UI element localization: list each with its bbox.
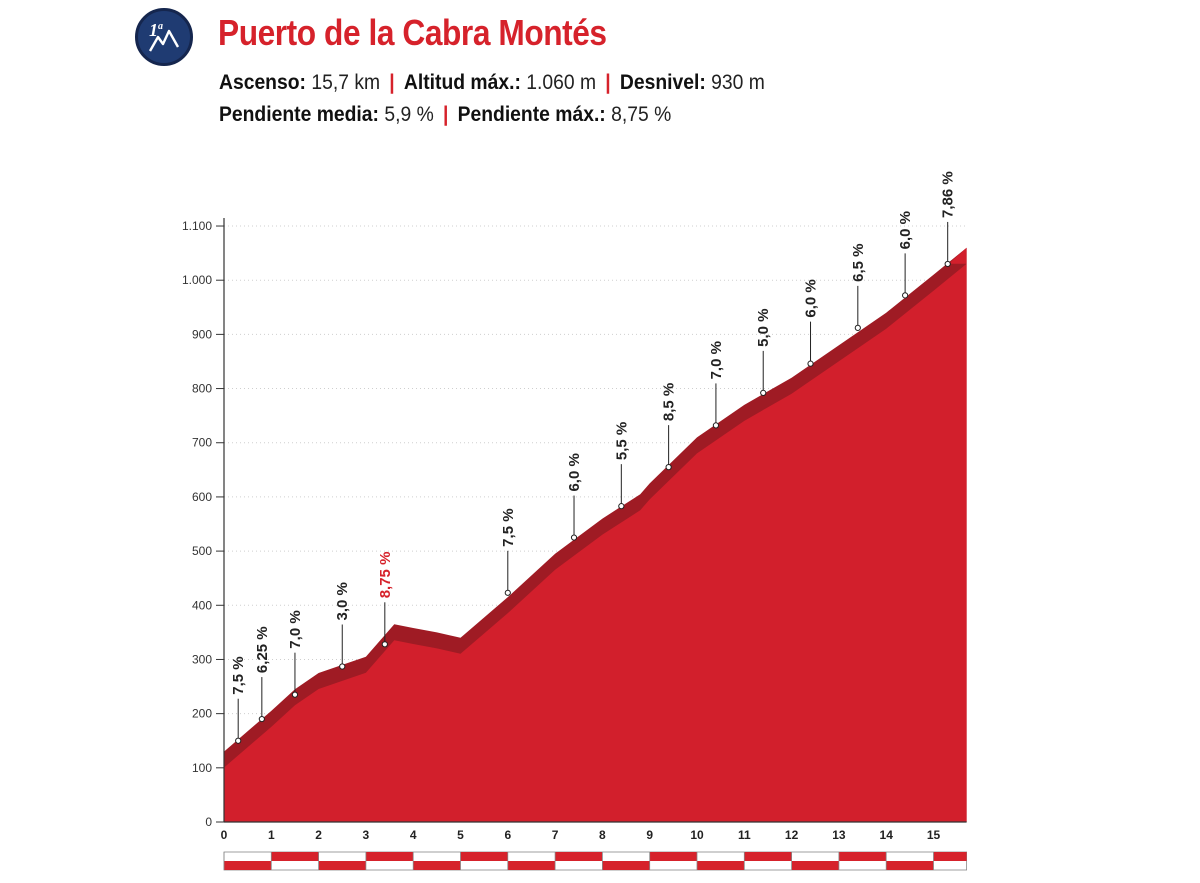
km-strip-segment	[507, 861, 556, 870]
gradient-label: 8,5 %	[661, 383, 678, 421]
stats-line-2: Pendiente media: 5,9 % | Pendiente máx.: 8…	[219, 103, 671, 127]
stat-value-max-gradient: 8,75 %	[611, 103, 672, 126]
x-tick-label: 6	[504, 828, 511, 842]
km-strip-segment	[365, 852, 414, 861]
km-strip-segment	[838, 852, 887, 861]
category-badge-text: 1a	[149, 20, 163, 40]
stats-line-1: Ascenso: 15,7 km | Altitud máx.: 1.060 m | D…	[219, 71, 765, 95]
km-strip-segment	[224, 861, 272, 870]
stat-label-ascent: Ascenso:	[219, 71, 306, 94]
y-tick-label: 100	[192, 761, 212, 775]
gradient-label: 5,5 %	[613, 422, 630, 460]
x-tick-label: 15	[927, 828, 941, 842]
y-tick-label: 200	[192, 707, 212, 721]
km-strip-segment	[933, 852, 967, 861]
km-strip-segment	[791, 861, 839, 870]
gradient-label: 6,5 %	[850, 244, 867, 282]
y-tick-label: 0	[205, 815, 212, 829]
stat-value-elevation-gain: 930 m	[711, 71, 765, 94]
km-strip-segment	[318, 861, 366, 870]
gradient-marker	[854, 324, 861, 331]
km-strip-segment	[271, 852, 319, 861]
stat-value-ascent: 15,7 km	[311, 71, 381, 94]
stat-separator: |	[605, 71, 611, 94]
stat-separator: |	[442, 103, 449, 126]
x-tick-label: 13	[832, 828, 846, 842]
gradient-marker	[712, 422, 720, 429]
gradient-marker	[902, 292, 909, 299]
stat-label-max-altitude: Altitud máx.:	[403, 71, 521, 94]
km-strip-segment	[555, 852, 603, 861]
x-tick-label: 14	[880, 828, 894, 842]
gradient-marker	[944, 260, 951, 268]
category-badge: 1a	[135, 8, 193, 66]
x-tick-label: 5	[457, 828, 464, 842]
x-tick-label: 0	[221, 828, 228, 842]
profile-header: 1a Puerto de la Cabra Montés Ascenso: 15…	[0, 0, 1200, 140]
x-tick-label: 7	[552, 828, 559, 842]
x-tick-label: 11	[738, 828, 751, 842]
gradient-label: 6,0 %	[803, 279, 820, 317]
gradient-label: 7,5 %	[230, 656, 247, 694]
stat-label-elevation-gain: Desnivel:	[619, 71, 706, 94]
x-tick-label: 10	[690, 828, 704, 842]
mountain-icon	[148, 29, 180, 52]
x-tick-label: 1	[268, 828, 275, 842]
y-tick-label: 1.000	[182, 273, 212, 287]
y-tick-label: 1.100	[182, 219, 212, 233]
y-tick-label: 500	[192, 544, 212, 558]
km-strip-segment	[886, 861, 934, 870]
gradient-marker	[235, 737, 242, 744]
gradient-marker	[258, 715, 265, 723]
profile-area	[224, 247, 967, 822]
x-tick-label: 3	[363, 828, 370, 842]
gradient-marker	[665, 464, 672, 471]
x-tick-label: 2	[315, 828, 322, 842]
y-tick-label: 900	[192, 327, 212, 341]
gradient-label: 7,0 %	[287, 610, 304, 648]
gradient-marker	[807, 360, 814, 367]
km-strip-segment	[744, 852, 792, 861]
gradient-marker	[570, 534, 578, 541]
stat-label-max-gradient: Pendiente máx.:	[457, 103, 606, 126]
y-tick-label: 600	[192, 490, 212, 504]
gradient-marker	[504, 589, 511, 596]
y-tick-label: 800	[192, 382, 212, 396]
gradient-marker	[618, 503, 625, 510]
y-tick-label: 300	[192, 652, 212, 666]
km-strip-segment	[413, 861, 461, 870]
stat-value-max-altitude: 1.060 m	[526, 71, 597, 94]
gradient-label: 6,0 %	[897, 211, 914, 249]
x-tick-label: 8	[599, 828, 606, 842]
gradient-label: 6,25 %	[254, 626, 271, 673]
gradient-label: 5,0 %	[755, 309, 772, 347]
gradient-marker	[381, 641, 388, 648]
km-strip-segment	[602, 861, 650, 870]
gradient-label: 7,0 %	[708, 341, 725, 379]
stat-value-avg-gradient: 5,9 %	[384, 103, 434, 126]
gradient-label: 8,75 %	[377, 552, 394, 599]
gradient-label: 6,0 %	[566, 453, 583, 491]
gradient-label: 7,5 %	[500, 508, 517, 546]
y-tick-label: 700	[192, 436, 212, 450]
gradient-marker	[291, 691, 299, 698]
km-strip-segment	[649, 852, 697, 861]
climb-title: Puerto de la Cabra Montés	[218, 12, 607, 53]
stat-label-avg-gradient: Pendiente media:	[219, 103, 379, 126]
gradient-label: 3,0 %	[334, 582, 351, 620]
gradient-marker	[339, 663, 346, 670]
km-strip-segment	[460, 852, 508, 861]
x-tick-label: 4	[410, 828, 417, 842]
x-tick-label: 9	[646, 828, 653, 842]
y-tick-label: 400	[192, 598, 212, 612]
x-tick-label: 12	[785, 828, 799, 842]
stat-separator: |	[389, 71, 395, 94]
gradient-label: 7,86 %	[940, 171, 957, 218]
gradient-marker	[760, 389, 767, 396]
km-strip-segment	[697, 861, 745, 870]
